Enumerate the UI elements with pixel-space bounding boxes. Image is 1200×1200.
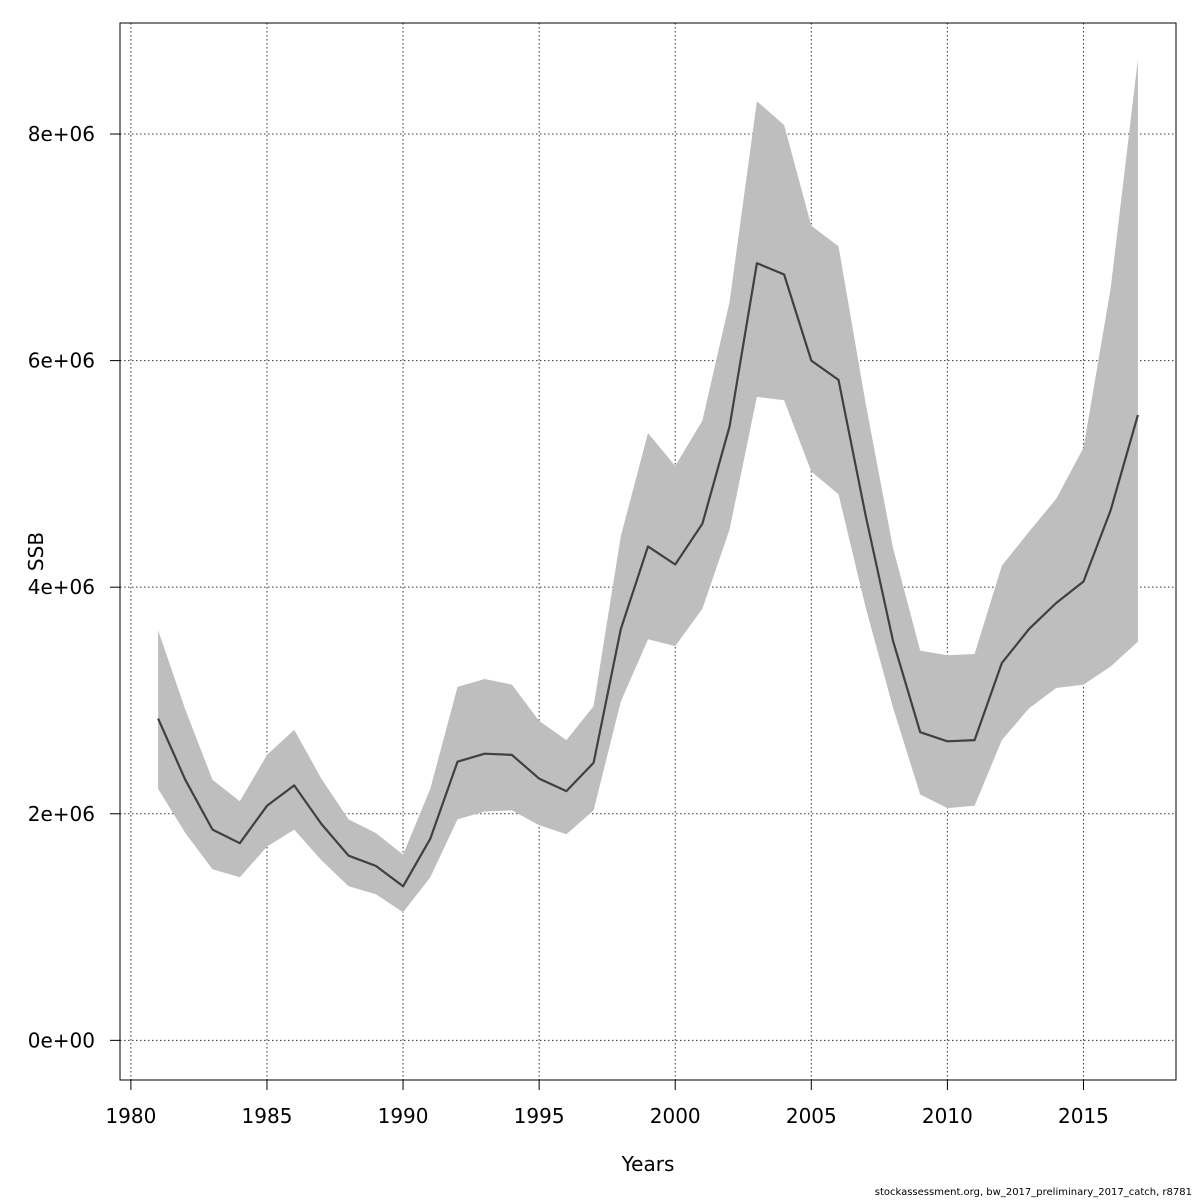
ssb-line-layer [157, 262, 1139, 888]
x-tick-label: 2005 [786, 1104, 837, 1128]
x-tick-label: 2015 [1058, 1104, 1109, 1128]
y-tick-label: 2e+06 [28, 802, 95, 826]
confidence-band [158, 59, 1138, 913]
x-axis: 1980 1985 1990 1995 2000 2005 2010 2015 [105, 1079, 1109, 1128]
x-tick-label: 1985 [242, 1104, 293, 1128]
footer-note: stockassessment.org, bw_2017_preliminary… [874, 1187, 1192, 1198]
y-tick-label: 0e+00 [28, 1028, 95, 1052]
y-tick-label: 6e+06 [28, 349, 95, 373]
x-tick-label: 1990 [378, 1104, 429, 1128]
x-tick-label: 2000 [650, 1104, 701, 1128]
y-axis: 0e+00 2e+06 4e+06 6e+06 8e+06 [28, 122, 121, 1052]
x-tick-label: 2010 [922, 1104, 973, 1128]
ssb-series-line [157, 262, 1139, 888]
x-tick-label: 1995 [514, 1104, 565, 1128]
y-tick-label: 4e+06 [28, 575, 95, 599]
confidence-band-layer [158, 59, 1138, 913]
x-tick-label: 1980 [105, 1104, 156, 1128]
y-axis-label: SSB [24, 532, 48, 571]
y-tick-label: 8e+06 [28, 122, 95, 146]
x-axis-label: Years [621, 1152, 675, 1176]
